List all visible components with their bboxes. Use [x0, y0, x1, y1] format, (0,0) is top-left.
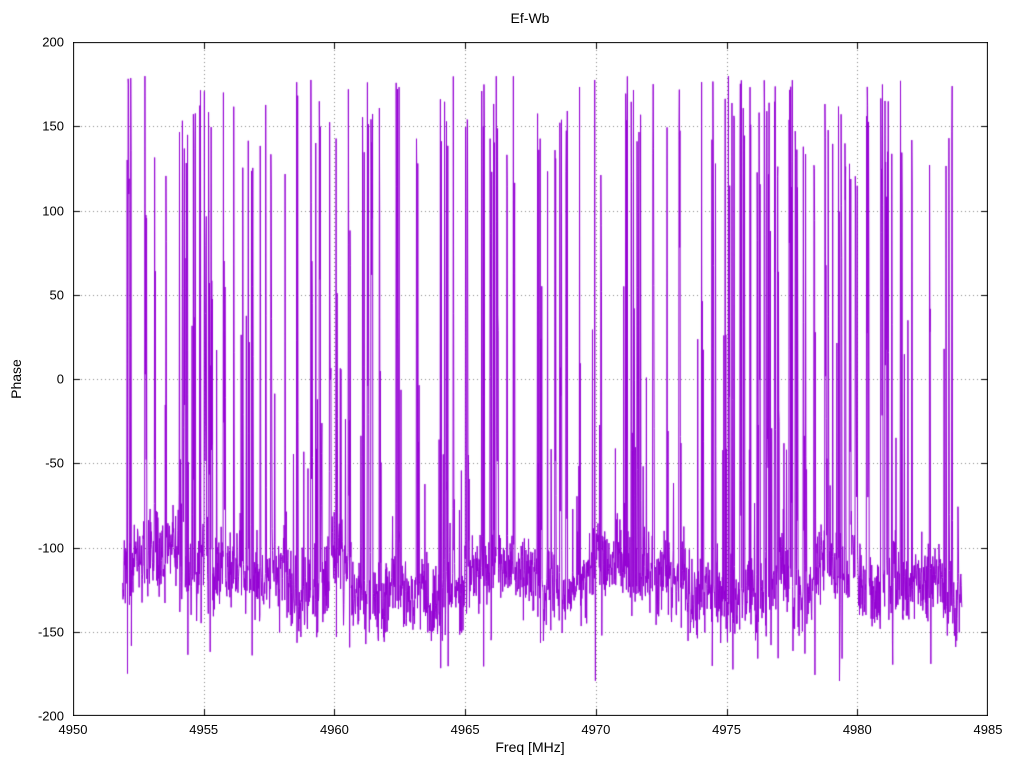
- y-tick-label: -200: [37, 708, 64, 724]
- y-axis-label: Phase: [8, 359, 24, 399]
- y-tick-label: 50: [49, 287, 64, 303]
- y-tick-label: 150: [42, 118, 64, 134]
- chart-title: Ef-Wb: [510, 10, 550, 26]
- y-tick-label: 0: [56, 371, 64, 387]
- x-tick-label: 4980: [842, 722, 872, 737]
- x-tick-label: 4985: [973, 722, 1003, 737]
- x-tick-label: 4975: [712, 722, 742, 737]
- y-tick-label: 100: [42, 203, 64, 218]
- x-tick-label: 4950: [58, 722, 88, 737]
- y-tick-label: -100: [37, 540, 64, 555]
- x-tick-label: 4965: [450, 722, 480, 737]
- x-tick-label: 4955: [189, 722, 219, 737]
- y-tick-label: 200: [42, 34, 64, 50]
- y-tick-label: -50: [45, 455, 64, 471]
- y-tick-label: -150: [37, 624, 64, 640]
- x-axis-label: Freq [MHz]: [495, 739, 565, 755]
- x-tick-label: 4960: [319, 722, 349, 737]
- plot-area: [73, 42, 988, 716]
- x-tick-label: 4970: [581, 722, 611, 737]
- plot-canvas: [73, 42, 988, 716]
